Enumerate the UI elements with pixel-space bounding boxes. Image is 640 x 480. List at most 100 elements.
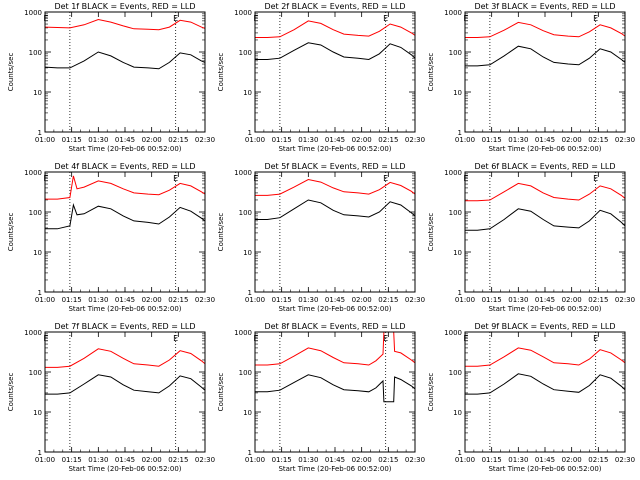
x-tick-label: 01:15 <box>62 296 82 304</box>
y-tick-label: 1 <box>458 129 462 137</box>
events-rate-line <box>44 51 206 70</box>
e-marker: E <box>463 334 468 343</box>
e-marker: E <box>253 14 258 23</box>
x-tick-label: 02:00 <box>142 456 162 464</box>
y-tick-label: 1 <box>248 449 252 457</box>
lld-rate-line <box>465 347 626 367</box>
y-tick-label: 10 <box>243 249 252 257</box>
x-tick-label: 01:30 <box>508 456 528 464</box>
e-marker: E <box>593 174 598 183</box>
y-tick-label: 10 <box>243 409 252 417</box>
y-axis-label: Counts/sec <box>7 213 15 252</box>
x-tick-label: 02:00 <box>352 456 372 464</box>
x-tick-label: 02:00 <box>352 136 372 144</box>
events-rate-line <box>255 374 416 403</box>
x-tick-label: 02:15 <box>378 456 398 464</box>
e-marker: E <box>383 14 388 23</box>
y-tick-label: 100 <box>449 369 462 377</box>
plot-frame <box>44 331 206 453</box>
y-axis-label: Counts/sec <box>217 53 225 92</box>
detector-panel-7: Det 7f BLACK = Events, RED = LLD Counts/s… <box>7 322 215 473</box>
x-tick-label: 01:00 <box>455 136 475 144</box>
lld-rate-line <box>45 348 206 368</box>
lld-rate-line <box>44 18 206 31</box>
y-tick-label: 100 <box>29 49 42 57</box>
detector-panel-5: Det 5f BLACK = Events, RED = LLD Counts/s… <box>217 162 425 313</box>
events-rate-line <box>45 203 206 230</box>
y-tick-label: 1000 <box>444 329 462 337</box>
panel-title: Det 5f BLACK = Events, RED = LLD <box>264 162 405 171</box>
x-axis-label: Start Time (20-Feb-06 00:52:00) <box>68 465 181 473</box>
y-tick-label: 1 <box>248 289 252 297</box>
y-tick-label: 10 <box>33 89 42 97</box>
x-tick-label: 02:30 <box>195 456 215 464</box>
x-tick-label: 01:45 <box>535 136 555 144</box>
y-tick-label: 1 <box>38 289 42 297</box>
lld-rate-line <box>255 20 416 38</box>
x-tick-label: 02:15 <box>588 456 608 464</box>
x-axis-label: Start Time (20-Feb-06 00:52:00) <box>488 145 601 153</box>
x-tick-label: 01:15 <box>62 136 82 144</box>
e-marker: E <box>253 174 258 183</box>
x-tick-label: 01:00 <box>245 136 265 144</box>
y-tick-label: 1000 <box>444 169 462 177</box>
panel-title: Det 4f BLACK = Events, RED = LLD <box>54 162 195 171</box>
x-tick-label: 02:30 <box>405 456 425 464</box>
x-tick-label: 01:30 <box>88 296 108 304</box>
x-tick-label: 01:45 <box>535 296 555 304</box>
y-tick-label: 1000 <box>234 329 252 337</box>
lld-rate-line <box>255 178 416 196</box>
x-tick-label: 02:15 <box>168 296 188 304</box>
x-tick-label: 02:30 <box>615 136 635 144</box>
y-axis-label: Counts/sec <box>7 373 15 412</box>
x-tick-label: 02:15 <box>168 456 188 464</box>
x-tick-label: 02:00 <box>352 296 372 304</box>
e-marker: E <box>463 174 468 183</box>
y-axis-label: Counts/sec <box>217 213 225 252</box>
detector-panel-9: Det 9f BLACK = Events, RED = LLD Counts/s… <box>427 322 635 473</box>
e-marker: E <box>383 334 388 343</box>
events-rate-line <box>255 199 416 220</box>
x-tick-label: 01:15 <box>272 456 292 464</box>
x-tick-label: 02:30 <box>615 456 635 464</box>
lld-rate-line <box>465 21 626 38</box>
y-tick-label: 10 <box>453 89 462 97</box>
y-tick-label: 10 <box>243 89 252 97</box>
x-axis-label: Start Time (20-Feb-06 00:52:00) <box>68 305 181 313</box>
x-tick-label: 01:00 <box>245 296 265 304</box>
x-tick-label: 02:00 <box>142 136 162 144</box>
x-tick-label: 02:15 <box>168 136 188 144</box>
x-tick-label: 01:15 <box>482 296 502 304</box>
y-tick-label: 1000 <box>24 169 42 177</box>
x-tick-label: 01:45 <box>325 136 345 144</box>
x-tick-label: 01:00 <box>35 136 55 144</box>
x-tick-label: 01:30 <box>88 136 108 144</box>
plot-frame <box>464 171 626 293</box>
plot-frame <box>254 171 416 293</box>
x-axis-label: Start Time (20-Feb-06 00:52:00) <box>488 305 601 313</box>
events-rate-line <box>255 42 416 61</box>
y-tick-label: 1 <box>38 129 42 137</box>
x-tick-label: 02:00 <box>562 296 582 304</box>
y-tick-label: 1 <box>458 449 462 457</box>
x-tick-label: 01:00 <box>245 456 265 464</box>
e-marker: E <box>593 334 598 343</box>
x-tick-label: 01:30 <box>298 456 318 464</box>
y-axis-label: Counts/sec <box>217 373 225 412</box>
x-tick-label: 01:45 <box>325 456 345 464</box>
plot-frame <box>44 171 206 293</box>
y-tick-label: 100 <box>29 209 42 217</box>
y-tick-label: 1 <box>458 289 462 297</box>
x-tick-label: 01:15 <box>482 456 502 464</box>
x-tick-label: 02:30 <box>195 296 215 304</box>
y-axis-label: Counts/sec <box>427 53 435 92</box>
y-tick-label: 10 <box>33 249 42 257</box>
y-tick-label: 10 <box>33 409 42 417</box>
x-tick-label: 02:30 <box>195 136 215 144</box>
panel-title: Det 7f BLACK = Events, RED = LLD <box>54 322 195 331</box>
y-axis-label: Counts/sec <box>427 373 435 412</box>
lld-rate-line <box>465 182 626 202</box>
e-marker: E <box>463 14 468 23</box>
y-tick-label: 100 <box>239 209 252 217</box>
detector-panel-4: Det 4f BLACK = Events, RED = LLD Counts/s… <box>7 162 215 313</box>
